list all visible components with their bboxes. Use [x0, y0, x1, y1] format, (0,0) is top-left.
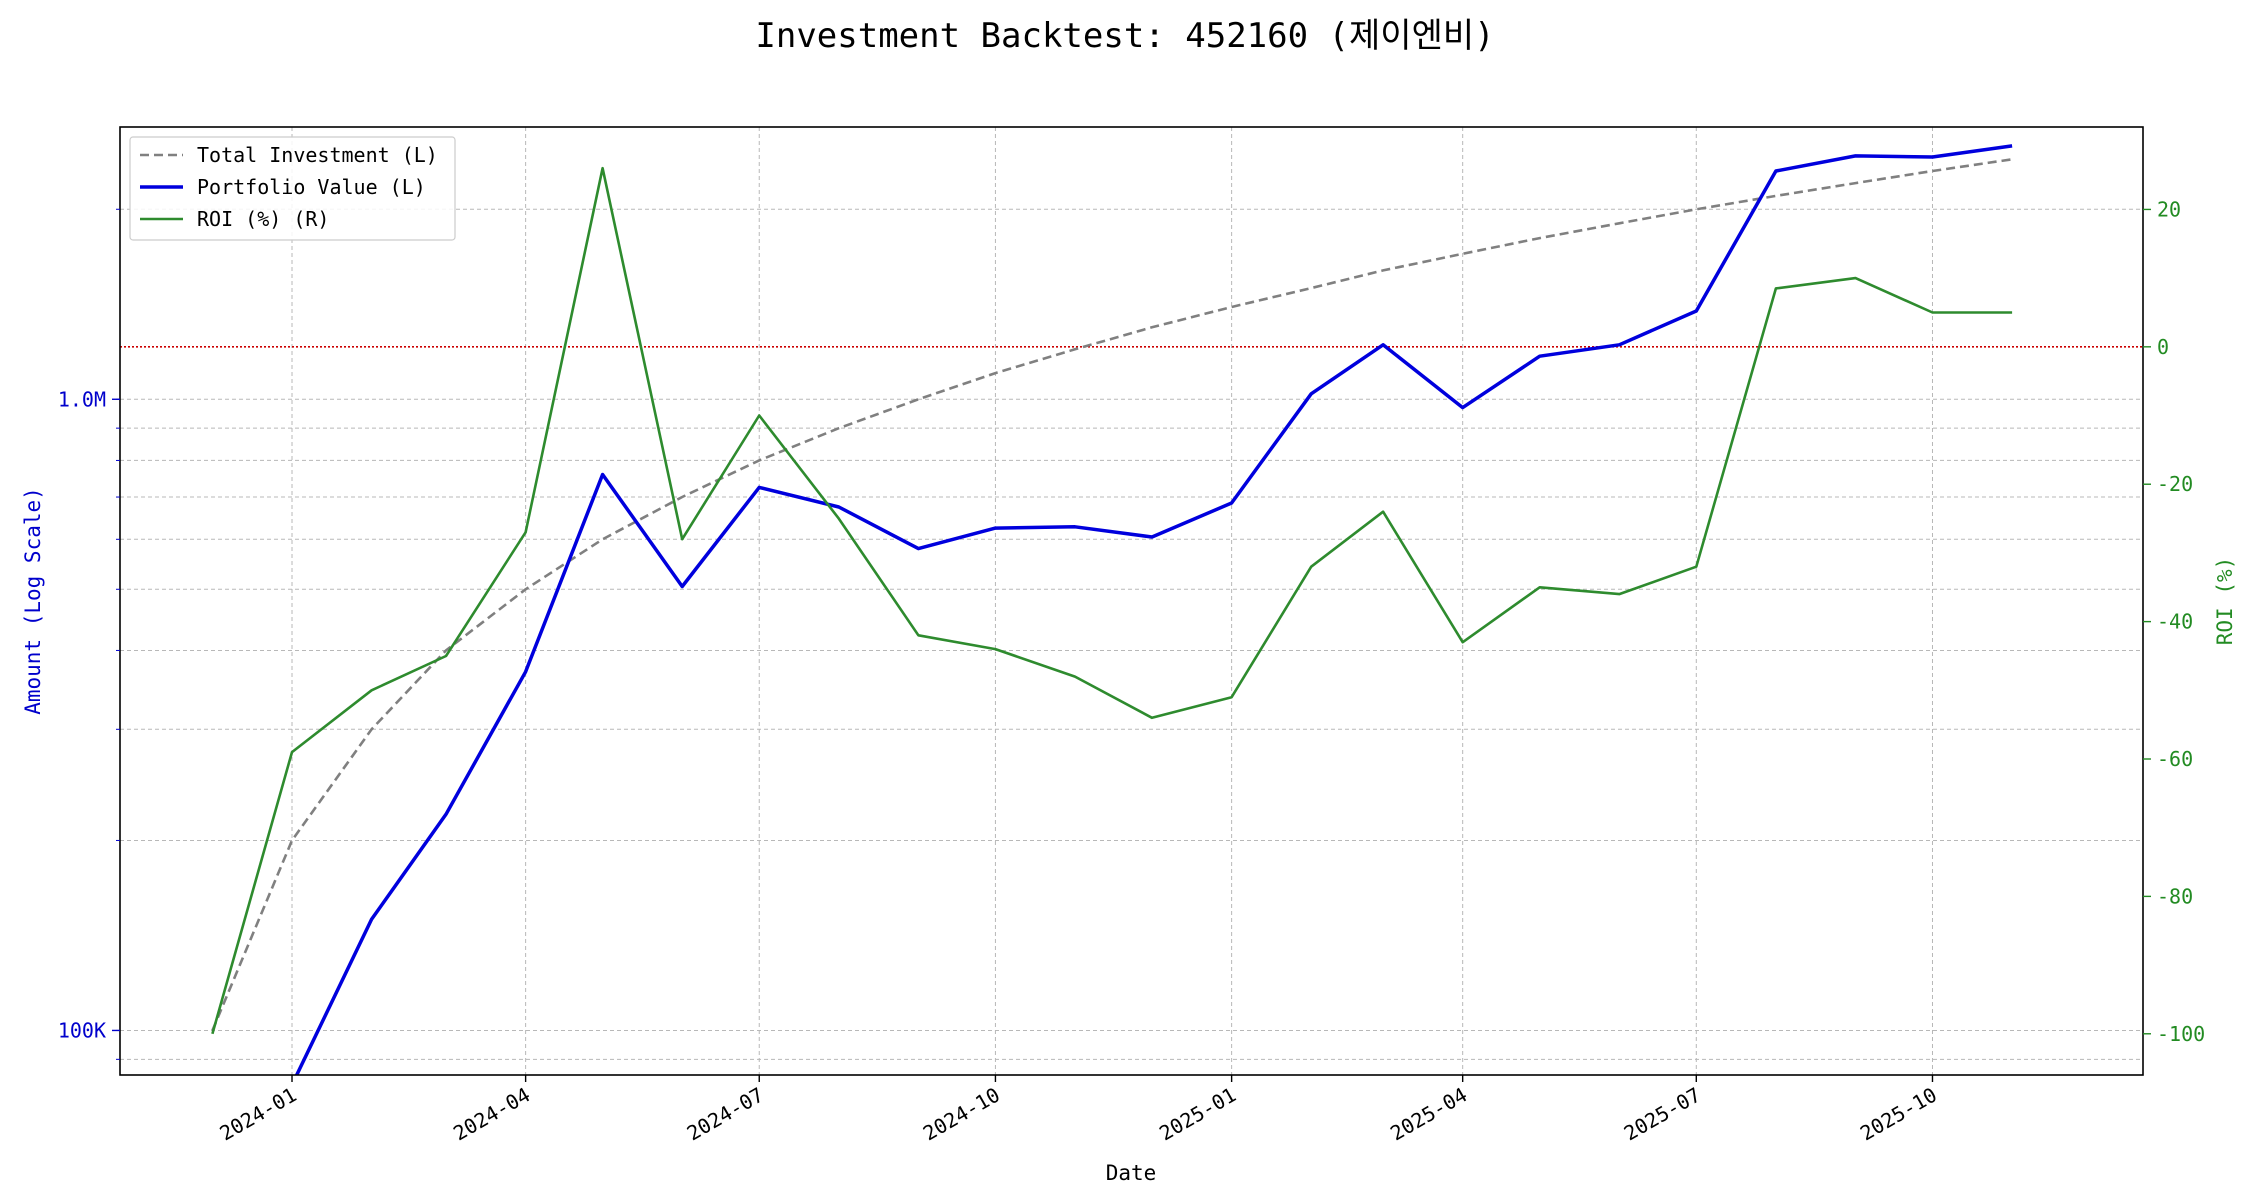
right-tick-label-2: -20 [2157, 472, 2193, 496]
right-axis-ticks: 20 0 -20 -40 -60 -80 -100 [2143, 197, 2205, 1046]
legend: Total Investment (L) Portfolio Value (L)… [129, 136, 456, 241]
series-line-roi [211, 166, 2013, 1035]
right-axis-label: ROI (%) [2213, 557, 2237, 646]
plot-frame [119, 126, 2144, 1076]
left-axis-label: Amount (Log Scale) [21, 487, 45, 715]
x-axis-label: Date [1106, 1161, 1157, 1185]
right-tick-label-3: -40 [2157, 610, 2193, 634]
series-line-portfolio-value [294, 144, 2013, 1075]
chart-title: Investment Backtest: 452160 (제이엔비) [755, 16, 1494, 56]
legend-label-portfolio-value: Portfolio Value (L) [197, 175, 426, 199]
series-line-total-investment [211, 158, 2013, 1032]
legend-label-total-investment: Total Investment (L) [197, 143, 438, 167]
series-layer [211, 144, 2013, 1075]
right-tick-label-5: -80 [2157, 884, 2193, 908]
legend-label-roi: ROI (%) (R) [197, 207, 329, 231]
left-tick-label-1: 1.0M [58, 387, 106, 411]
grid-layer [120, 127, 2143, 1075]
right-tick-label-0: 20 [2157, 197, 2181, 221]
legend-box [129, 136, 456, 241]
left-tick-label-0: 100K [58, 1018, 106, 1042]
right-tick-label-6: -100 [2157, 1022, 2205, 1046]
right-tick-label-1: 0 [2157, 335, 2169, 359]
left-axis-ticks: 100K 1.0M [58, 208, 120, 1060]
right-tick-label-4: -60 [2157, 747, 2193, 771]
